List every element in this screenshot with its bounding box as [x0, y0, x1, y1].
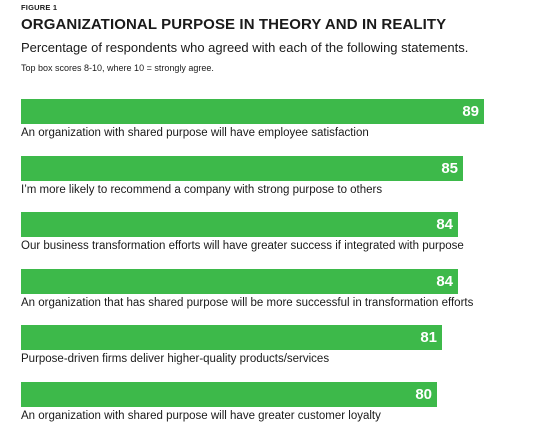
category-label: I’m more likely to recommend a company w… [21, 184, 383, 196]
category-label: An organization that has shared purpose … [21, 297, 474, 309]
chart-subtitle: Percentage of respondents who agreed wit… [21, 40, 469, 55]
bar-value-label: 84 [436, 216, 453, 233]
category-label: Purpose-driven firms deliver higher-qual… [21, 353, 330, 365]
figure-label: FIGURE 1 [21, 3, 58, 12]
bar-value-label: 81 [420, 329, 437, 346]
bar-value-label: 84 [436, 273, 453, 290]
bar: 85 [21, 156, 463, 181]
bar: 80 [21, 382, 437, 407]
category-label: An organization with shared purpose will… [21, 127, 369, 139]
bar: 84 [21, 269, 458, 294]
bar-value-label: 80 [415, 386, 432, 403]
bar: 81 [21, 325, 442, 350]
bar: 89 [21, 99, 484, 124]
bar: 84 [21, 212, 458, 237]
chart-title: ORGANIZATIONAL PURPOSE IN THEORY AND IN … [21, 16, 447, 33]
category-label: Our business transformation efforts will… [21, 240, 464, 252]
category-label: An organization with shared purpose will… [21, 410, 381, 422]
bar-value-label: 85 [441, 160, 458, 177]
bar-value-label: 89 [462, 103, 479, 120]
chart-note: Top box scores 8-10, where 10 = strongly… [21, 63, 214, 73]
